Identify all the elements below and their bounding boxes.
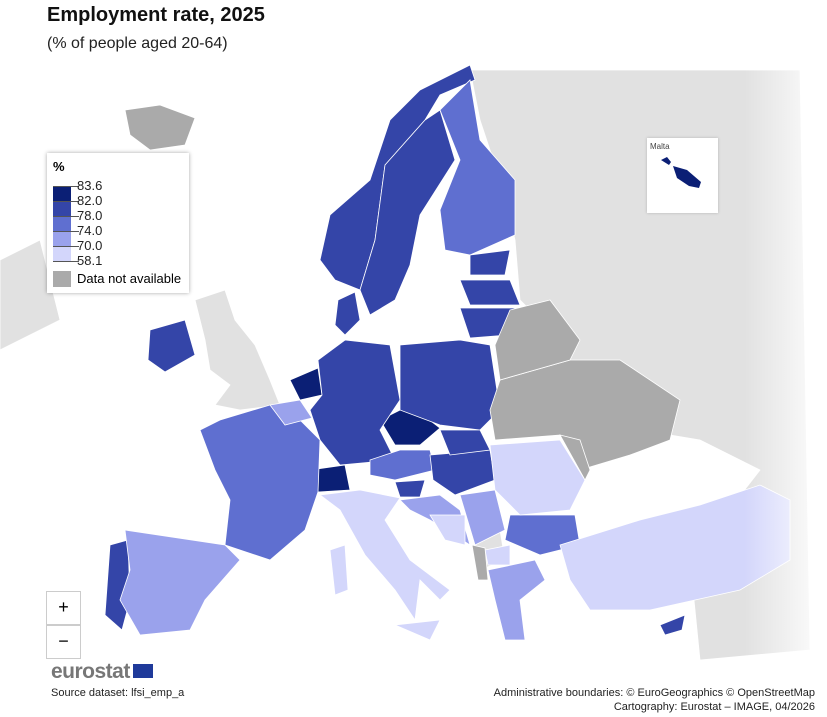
source-dataset: Source dataset: lfsi_emp_a xyxy=(51,687,185,699)
region-ee[interactable] xyxy=(469,249,511,276)
legend-break: 83.6 xyxy=(77,178,103,193)
legend-na-label: Data not available xyxy=(77,271,182,286)
region-uk xyxy=(194,289,281,411)
region-ie[interactable] xyxy=(147,319,196,373)
region-hu[interactable] xyxy=(429,449,496,496)
legend-break: 74.0 xyxy=(77,223,103,238)
region-al[interactable] xyxy=(471,544,489,581)
region-lv[interactable] xyxy=(459,279,521,306)
region-fr[interactable] xyxy=(199,404,321,561)
region-dk[interactable] xyxy=(334,291,361,336)
malta-inset: Malta xyxy=(647,138,718,213)
legend-swatch-4 xyxy=(53,231,71,246)
zoom-in-button[interactable]: + xyxy=(46,591,81,625)
cartography-credit: Cartography: Eurostat – IMAGE, 04/2026 xyxy=(613,701,815,713)
map-subtitle: (% of people aged 20-64) xyxy=(47,35,228,52)
eu-flag-icon xyxy=(133,664,153,678)
region-is[interactable] xyxy=(124,104,196,151)
eurostat-logo: eurostat xyxy=(51,660,130,683)
legend-swatch-1 xyxy=(53,186,71,201)
legend-unit: % xyxy=(53,159,65,174)
region-mt xyxy=(661,157,701,188)
legend: % 83.6 82.0 78.0 74.0 70.0 58.1 Data not… xyxy=(47,153,189,293)
legend-break: 58.1 xyxy=(77,253,103,268)
inset-label: Malta xyxy=(650,142,670,151)
legend-break: 78.0 xyxy=(77,208,103,223)
legend-break: 82.0 xyxy=(77,193,103,208)
boundaries-credit: Administrative boundaries: © EuroGeograp… xyxy=(493,687,815,699)
legend-break: 70.0 xyxy=(77,238,103,253)
region-de[interactable] xyxy=(309,339,401,466)
region-si[interactable] xyxy=(394,479,426,498)
map-title: Employment rate, 2025 xyxy=(47,4,265,26)
region-cy[interactable] xyxy=(659,614,686,636)
region-ba[interactable] xyxy=(429,514,466,546)
region-nl[interactable] xyxy=(289,367,323,401)
legend-swatch-2 xyxy=(53,201,71,216)
legend-swatch-3 xyxy=(53,216,71,231)
legend-na-swatch xyxy=(53,271,71,287)
region-sk[interactable] xyxy=(439,429,491,456)
region-gr[interactable] xyxy=(487,559,546,641)
region-es[interactable] xyxy=(119,529,241,636)
zoom-out-button[interactable]: − xyxy=(46,625,81,659)
legend-swatch-5 xyxy=(53,246,71,261)
